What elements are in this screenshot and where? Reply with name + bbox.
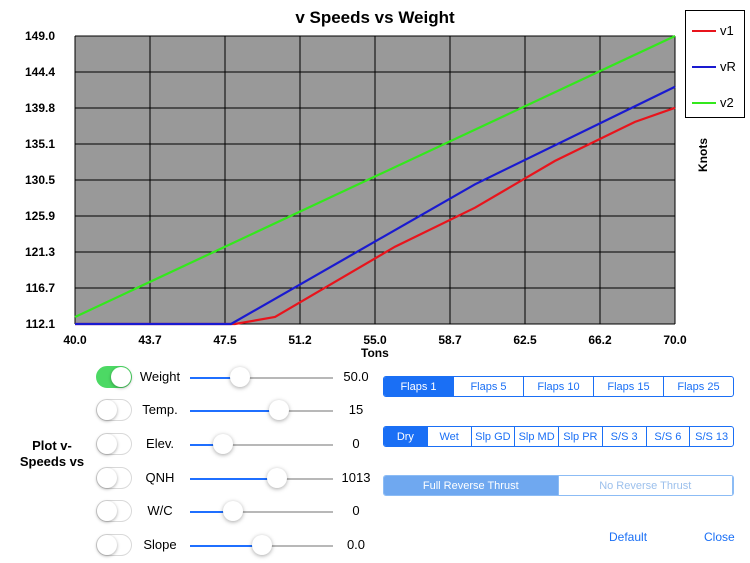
series-line-vR xyxy=(75,85,676,326)
x-tick-label: 66.2 xyxy=(588,333,612,347)
toggle-knob xyxy=(97,400,117,420)
segment-s-s-6[interactable]: S/S 6 xyxy=(647,427,691,446)
slider-fill xyxy=(190,478,278,480)
control-value: 50.0 xyxy=(343,369,369,384)
slider-temp[interactable] xyxy=(190,400,333,420)
y-tick-label: 130.5 xyxy=(25,173,55,187)
plot-vs-label: Plot v-Speeds vs xyxy=(19,438,85,469)
x-tick-label: 58.7 xyxy=(438,333,462,347)
control-value: 0 xyxy=(352,436,360,451)
y-tick-label: 144.4 xyxy=(25,65,55,79)
control-value: 0.0 xyxy=(346,537,366,552)
flaps-segmented-control[interactable]: Flaps 1 Flaps 5 Flaps 10 Flaps 15 Flaps 25 xyxy=(383,376,734,397)
x-tick-label: 47.5 xyxy=(213,333,237,347)
slider-wc[interactable] xyxy=(190,501,333,521)
control-label: Temp. xyxy=(142,402,178,417)
control-label: Weight xyxy=(139,369,181,384)
x-tick-label: 40.0 xyxy=(63,333,87,347)
series-line-v1 xyxy=(75,106,676,326)
segment-flaps-15[interactable]: Flaps 15 xyxy=(594,377,664,396)
segment-flaps-1[interactable]: Flaps 1 xyxy=(384,377,454,396)
y-axis-label: Knots xyxy=(696,138,710,172)
x-tick-label: 55.0 xyxy=(363,333,387,347)
control-label: Elev. xyxy=(146,436,174,451)
segment-s-s-13[interactable]: S/S 13 xyxy=(695,430,729,443)
toggle-knob xyxy=(97,468,117,488)
slider-elev[interactable] xyxy=(190,434,333,454)
toggle-knob xyxy=(111,367,131,387)
x-tick-label: 43.7 xyxy=(138,333,162,347)
slider-slope[interactable] xyxy=(190,535,333,555)
legend-swatch xyxy=(692,30,716,32)
legend-swatch xyxy=(692,102,716,104)
toggle-knob xyxy=(97,434,117,454)
segment-dry[interactable]: Dry xyxy=(384,427,428,446)
slider-weight[interactable] xyxy=(190,367,333,387)
x-tick-label: 62.5 xyxy=(513,333,537,347)
y-tick-label: 112.1 xyxy=(26,317,56,331)
segment-flaps-25[interactable]: Flaps 25 xyxy=(677,380,720,393)
toggle-elev[interactable] xyxy=(96,433,132,455)
slider-fill xyxy=(190,545,262,547)
slider-thumb[interactable] xyxy=(222,501,243,521)
control-value: 1013 xyxy=(341,470,371,485)
slider-qnh[interactable] xyxy=(190,468,333,488)
legend-item: v1 xyxy=(686,21,744,41)
slider-thumb[interactable] xyxy=(251,535,272,555)
control-label: W/C xyxy=(147,503,173,518)
segment-flaps-5[interactable]: Flaps 5 xyxy=(454,377,524,396)
segment-no-reverse-thrust[interactable]: No Reverse Thrust xyxy=(559,476,733,495)
segment-flaps-10[interactable]: Flaps 10 xyxy=(524,377,594,396)
slider-fill xyxy=(190,377,241,379)
chart-legend: v1 vR v2 xyxy=(685,10,745,118)
x-tick-label: 51.2 xyxy=(288,333,312,347)
control-label: Slope xyxy=(143,537,177,552)
close-button[interactable]: Close xyxy=(704,530,735,544)
reverse-thrust-segmented-control[interactable]: Full Reverse Thrust No Reverse Thrust xyxy=(383,475,734,496)
legend-label: vR xyxy=(720,59,736,74)
control-value: 15 xyxy=(348,402,364,417)
segment-slp-md[interactable]: Slp MD xyxy=(515,427,559,446)
toggle-wc[interactable] xyxy=(96,500,132,522)
toggle-weight[interactable] xyxy=(96,366,132,388)
legend-item: v2 xyxy=(686,93,744,113)
segment-wet[interactable]: Wet xyxy=(428,427,472,446)
legend-swatch xyxy=(692,66,716,68)
x-axis-label: Tons xyxy=(361,346,389,360)
segment-slp-gd[interactable]: Slp GD xyxy=(472,427,516,446)
toggle-temp[interactable] xyxy=(96,399,132,421)
slider-fill xyxy=(190,444,223,446)
control-value: 0 xyxy=(352,503,360,518)
y-tick-label: 116.7 xyxy=(26,281,56,295)
chart-title: v Speeds vs Weight xyxy=(295,8,455,27)
slider-fill xyxy=(190,511,233,513)
slider-thumb[interactable] xyxy=(267,468,288,488)
segment-s-s-3[interactable]: S/S 3 xyxy=(603,427,647,446)
toggle-knob xyxy=(97,501,117,521)
y-tick-label: 125.9 xyxy=(25,209,55,223)
series-line-v2 xyxy=(74,35,676,318)
legend-item: vR xyxy=(686,57,744,77)
segment-full-reverse-thrust[interactable]: Full Reverse Thrust xyxy=(384,476,559,495)
y-tick-label: 135.1 xyxy=(25,137,55,151)
legend-label: v2 xyxy=(720,95,734,110)
toggle-slope[interactable] xyxy=(96,534,132,556)
y-tick-label: 139.8 xyxy=(25,101,55,115)
runway-condition-segmented-control[interactable]: Dry Wet Slp GD Slp MD Slp PR S/S 3 S/S 6 S/S 13 xyxy=(383,426,734,447)
slider-thumb[interactable] xyxy=(268,400,289,420)
line-chart: 40.0 43.7 47.5 51.2 55.0 58.7 62.5 66.2 70.0 149.… xyxy=(25,29,687,347)
segment-slp-pr[interactable]: Slp PR xyxy=(559,427,603,446)
slider-thumb[interactable] xyxy=(230,367,251,387)
default-button[interactable]: Default xyxy=(609,530,648,544)
y-tick-label: 149.0 xyxy=(25,29,55,43)
toggle-qnh[interactable] xyxy=(96,467,132,489)
y-tick-label: 121.3 xyxy=(25,245,55,259)
slider-fill xyxy=(190,410,279,412)
x-tick-label: 70.0 xyxy=(663,333,687,347)
legend-label: v1 xyxy=(720,23,734,38)
toggle-knob xyxy=(97,535,117,555)
slider-thumb[interactable] xyxy=(212,434,233,454)
control-label: QNH xyxy=(145,470,175,485)
